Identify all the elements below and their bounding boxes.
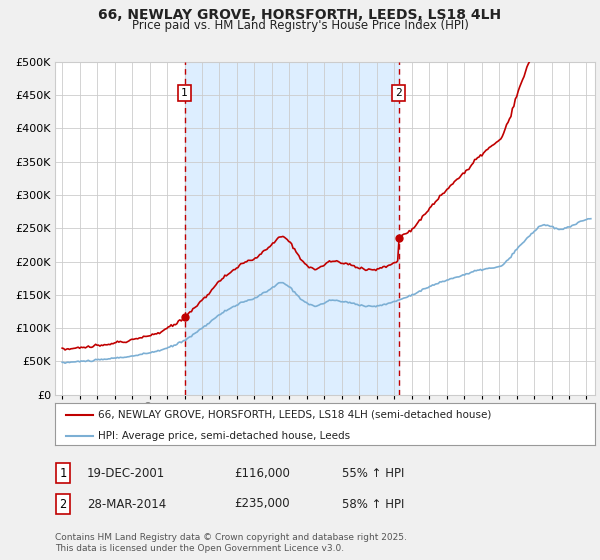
Text: 28-MAR-2014: 28-MAR-2014 [87,497,166,511]
Text: 1: 1 [59,466,67,480]
Text: HPI: Average price, semi-detached house, Leeds: HPI: Average price, semi-detached house,… [98,431,350,441]
Text: 55% ↑ HPI: 55% ↑ HPI [342,466,404,480]
Text: 2: 2 [395,88,402,98]
Text: 1: 1 [181,88,188,98]
Text: 66, NEWLAY GROVE, HORSFORTH, LEEDS, LS18 4LH (semi-detached house): 66, NEWLAY GROVE, HORSFORTH, LEEDS, LS18… [98,410,492,420]
Text: Price paid vs. HM Land Registry's House Price Index (HPI): Price paid vs. HM Land Registry's House … [131,19,469,32]
Text: 2: 2 [59,497,67,511]
Text: £235,000: £235,000 [234,497,290,511]
Bar [185,62,398,395]
Text: 19-DEC-2001: 19-DEC-2001 [87,466,165,480]
Text: 58% ↑ HPI: 58% ↑ HPI [342,497,404,511]
Text: 66, NEWLAY GROVE, HORSFORTH, LEEDS, LS18 4LH: 66, NEWLAY GROVE, HORSFORTH, LEEDS, LS18… [98,8,502,22]
Text: Contains HM Land Registry data © Crown copyright and database right 2025.
This d: Contains HM Land Registry data © Crown c… [55,533,407,553]
Text: £116,000: £116,000 [234,466,290,480]
